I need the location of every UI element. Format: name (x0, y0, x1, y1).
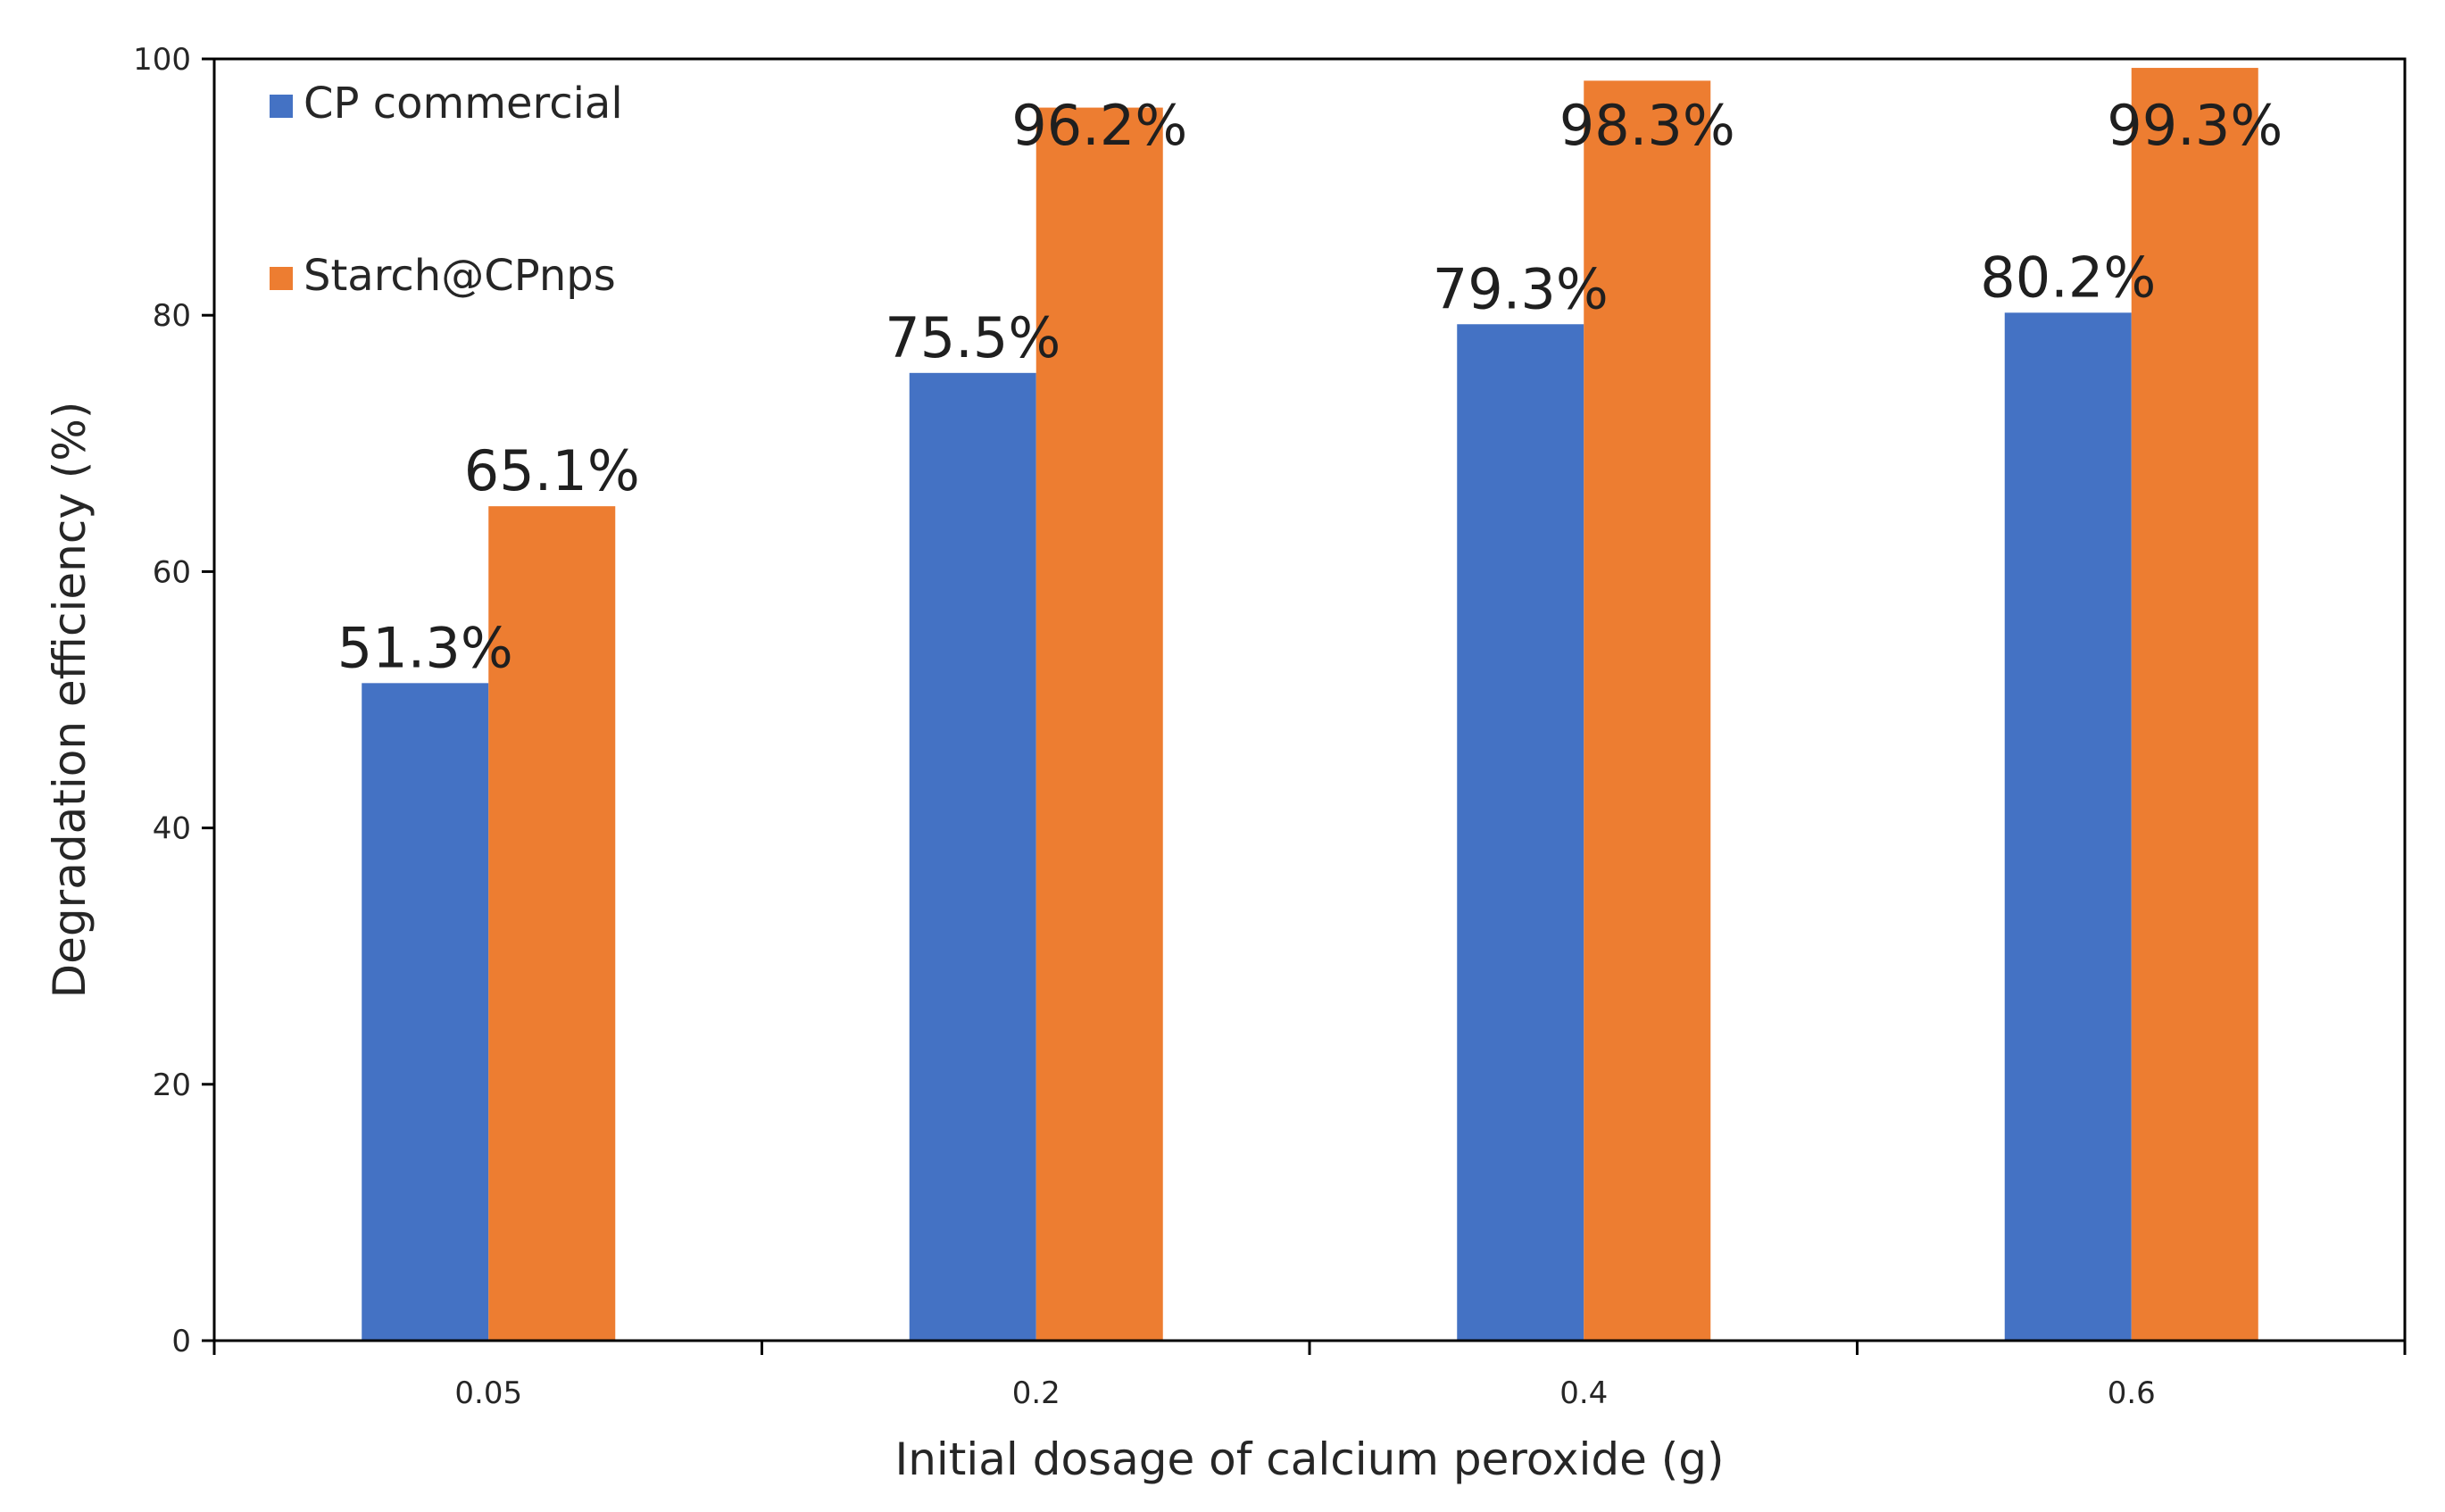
y-tick-label: 20 (153, 1068, 191, 1103)
y-axis-ticks: 0 20 40 60 80 100 (133, 42, 214, 1359)
bar-starch-cpnps-0.05 (488, 506, 616, 1341)
y-tick-label: 80 (153, 298, 191, 334)
data-label: 96.2% (1011, 93, 1187, 158)
data-labels-group: 51.3% 75.5% 79.3% 80.2% 65.1% 96.2% 98.3% 99.3% (337, 93, 2283, 680)
bar-starch-cpnps-0.2 (1035, 107, 1163, 1342)
y-tick-label: 0 (171, 1324, 191, 1359)
legend-label-cp-commercial: CP commercial (304, 79, 623, 129)
bars-group (362, 68, 2258, 1342)
y-axis-title: Degradation efficiency (%) (44, 402, 96, 999)
data-label: 51.3% (337, 615, 513, 680)
data-label: 75.5% (885, 305, 1060, 370)
legend-swatch-starch-cpnps (270, 267, 293, 290)
y-tick-label: 40 (153, 811, 191, 847)
x-tick-label: 0.05 (454, 1375, 522, 1411)
y-tick-label: 100 (133, 42, 191, 78)
x-tick-label: 0.6 (2108, 1375, 2156, 1411)
bar-cp-commercial-0.2 (909, 372, 1036, 1341)
bar-cp-commercial-0.05 (362, 683, 489, 1341)
bar-starch-cpnps-0.4 (1584, 80, 1711, 1342)
bar-starch-cpnps-0.6 (2131, 68, 2258, 1341)
legend-swatch-cp-commercial (270, 95, 293, 118)
legend-label-starch-cpnps: Starch@CPnps (304, 251, 616, 301)
x-axis-ticks: 0.05 0.2 0.4 0.6 (212, 1341, 2407, 1411)
data-label: 99.3% (2107, 93, 2283, 158)
data-label: 80.2% (1980, 245, 2156, 310)
y-tick-label: 60 (153, 554, 191, 590)
legend: CP commercial Starch@CPnps (270, 79, 623, 301)
data-label: 65.1% (464, 438, 640, 503)
bar-cp-commercial-0.4 (1457, 324, 1584, 1342)
x-axis-title: Initial dosage of calcium peroxide (g) (894, 1433, 1724, 1485)
bar-cp-commercial-0.6 (2004, 312, 2132, 1341)
data-label: 98.3% (1559, 93, 1735, 158)
data-label: 79.3% (1433, 256, 1609, 321)
x-tick-label: 0.4 (1559, 1375, 1608, 1411)
x-tick-label: 0.2 (1012, 1375, 1060, 1411)
